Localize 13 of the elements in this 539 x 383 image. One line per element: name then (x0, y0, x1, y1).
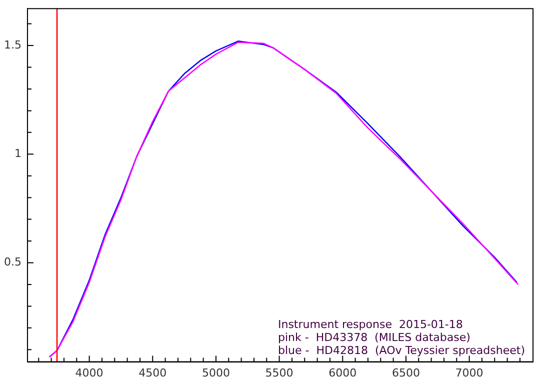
x-tick-label: 6500 (392, 366, 420, 380)
y-tick-label: 1 (14, 146, 22, 160)
annotation: blue - HD42818 (AOv Teyssier spreadsheet) (278, 344, 526, 357)
annotation: pink - HD43378 (MILES database) (278, 330, 470, 344)
y-tick-label: 0.5 (4, 256, 22, 269)
x-tick-label: 6000 (328, 366, 357, 380)
x-tick-label: 4000 (75, 366, 104, 380)
x-tick-label: 5500 (265, 366, 294, 380)
x-tick-label: 7000 (455, 366, 484, 380)
x-tick-label: 4500 (138, 366, 167, 380)
y-tick-label: 1.5 (4, 38, 22, 52)
annotation: Instrument response 2015-01-18 (278, 318, 463, 331)
x-tick-label: 5000 (202, 366, 230, 380)
